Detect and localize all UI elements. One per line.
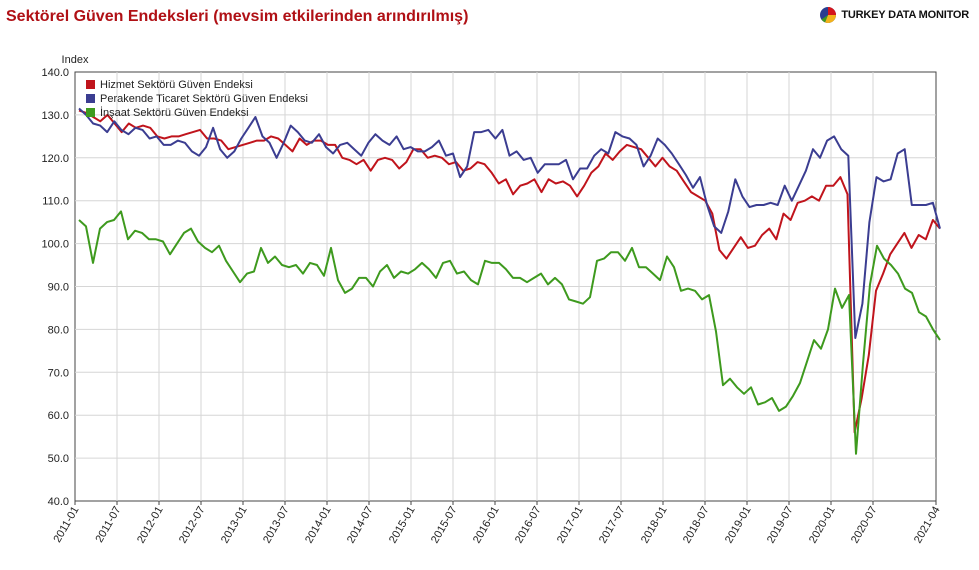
series-line-1 [78, 109, 941, 434]
legend-swatch [86, 94, 95, 103]
y-tick-label: 130.0 [41, 110, 69, 122]
y-tick-label: 100.0 [41, 239, 69, 251]
x-tick-label: 2016-07 [513, 505, 544, 546]
legend-label: Perakende Ticaret Sektörü Güven Endeksi [100, 93, 308, 105]
legend-label: Hizmet Sektörü Güven Endeksi [100, 79, 253, 91]
x-tick-label: 2020-07 [849, 505, 880, 546]
y-tick-label: 90.0 [48, 282, 69, 294]
x-tick-label: 2011-01 [51, 505, 81, 545]
x-tick-label: 2019-07 [765, 505, 796, 546]
y-tick-label: 140.0 [41, 67, 69, 79]
x-tick-label: 2019-01 [723, 505, 754, 546]
x-tick-label: 2014-01 [303, 505, 334, 546]
y-tick-label: 50.0 [48, 453, 69, 465]
x-tick-label: 2021-04 [912, 505, 943, 546]
y-axis-title: Index [62, 54, 89, 66]
series-line-2 [78, 107, 941, 339]
x-tick-label: 2017-01 [555, 505, 586, 546]
x-tick-label: 2016-01 [471, 505, 502, 546]
brand-logo: TURKEY DATA MONITOR [819, 6, 969, 24]
x-tick-label: 2014-07 [345, 505, 376, 546]
x-tick-label: 2011-07 [93, 505, 123, 545]
x-tick-label: 2018-07 [681, 505, 712, 546]
x-tick-label: 2015-01 [387, 505, 418, 546]
y-tick-label: 40.0 [48, 496, 69, 508]
chart-title: Sektörel Güven Endeksleri (mevsim etkile… [6, 8, 469, 25]
y-tick-label: 60.0 [48, 410, 69, 422]
y-tick-label: 70.0 [48, 367, 69, 379]
brand-name: TURKEY DATA MONITOR [841, 9, 969, 21]
legend-label: İnşaat Sektörü Güven Endeksi [100, 106, 249, 119]
y-tick-label: 110.0 [42, 196, 69, 208]
y-tick-label: 120.0 [41, 153, 69, 165]
x-tick-label: 2013-07 [261, 505, 292, 546]
x-tick-label: 2015-07 [429, 505, 460, 546]
legend-swatch [86, 108, 95, 117]
y-tick-label: 80.0 [48, 324, 69, 336]
legend-swatch [86, 80, 95, 89]
x-tick-label: 2012-01 [135, 505, 166, 546]
x-tick-label: 2012-07 [177, 505, 208, 546]
x-tick-label: 2013-01 [219, 505, 250, 546]
x-tick-label: 2017-07 [597, 505, 628, 546]
x-tick-label: 2018-01 [639, 505, 670, 546]
series-line-3 [78, 210, 941, 455]
x-tick-label: 2020-01 [807, 505, 838, 546]
pie-logo-icon [820, 7, 837, 23]
